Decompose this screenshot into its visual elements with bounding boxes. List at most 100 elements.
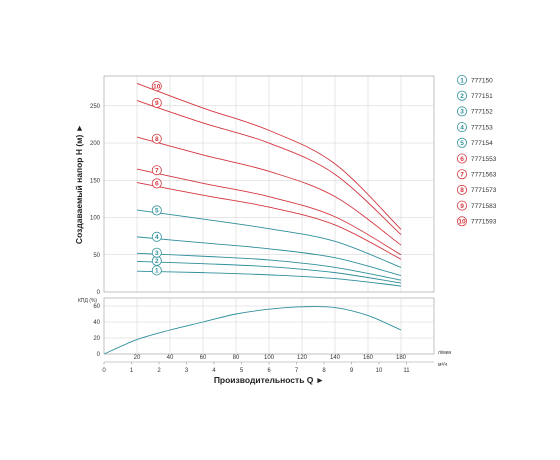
x-ticks-lmin: 20 40 60 80 100 120 140 160 180 <box>134 355 407 361</box>
curve-badge-5: 5 <box>151 205 162 216</box>
curve-badge-number: 8 <box>155 136 159 143</box>
curve-badge-circle <box>151 165 162 176</box>
head-y-ticks: 0 50 100 150 200 250 <box>90 104 101 296</box>
curve-badge-7: 7 <box>151 165 162 176</box>
legend-label: 7771573 <box>471 187 497 194</box>
legend-item-2: 2 777151 <box>456 90 493 101</box>
curve-badge-circle <box>151 178 162 189</box>
head-curve-7 <box>136 168 402 256</box>
head-curve-4 <box>136 236 402 277</box>
efficiency-curve <box>103 306 402 355</box>
head-curve-9 <box>136 100 402 235</box>
curve-badge-6: 6 <box>151 178 162 189</box>
efficiency-y-tick-label: 0 <box>97 352 101 358</box>
legend-label: 7771583 <box>471 203 497 210</box>
curve-badge-number: 9 <box>155 100 159 107</box>
curve-badge-3: 3 <box>151 247 162 258</box>
head-y-tick-label: 50 <box>93 253 100 259</box>
legend-item-9: 9 7771583 <box>456 200 497 211</box>
curve-badge-number: 1 <box>155 268 159 275</box>
curve-badge-9: 9 <box>151 97 162 108</box>
curve-badge-8: 8 <box>151 133 162 144</box>
legend-badge-number: 3 <box>460 109 464 116</box>
curve-badge-number: 3 <box>155 250 159 257</box>
legend-label: 7771563 <box>471 172 497 179</box>
legend: 1 777150 2 777151 3 777152 4 777153 5 777154 6 7771… <box>456 75 497 227</box>
legend-label: 777153 <box>471 124 493 131</box>
x-tick-lmin: 180 <box>396 355 407 361</box>
x-unit-m3h: м³/ч <box>438 362 447 368</box>
x-tick-m3h: 3 <box>185 368 189 374</box>
legend-badge-number: 6 <box>460 156 464 163</box>
legend-item-3: 3 777152 <box>456 106 493 117</box>
x-unit-lmin: л/мин <box>438 350 452 356</box>
x-axis-title: Производительность Q ► <box>214 375 324 385</box>
x-tick-lmin: 120 <box>297 355 308 361</box>
x-tick-lmin: 160 <box>363 355 374 361</box>
curve-badge-number: 5 <box>155 208 159 215</box>
legend-label: 777150 <box>471 77 493 84</box>
x-tick-lmin: 100 <box>264 355 275 361</box>
x-tick-lmin: 40 <box>167 355 174 361</box>
legend-badge-circle <box>456 137 467 148</box>
head-curve-2 <box>136 261 402 284</box>
curve-badge-circle <box>151 133 162 144</box>
legend-item-8: 8 7771573 <box>456 184 497 195</box>
head-y-tick-label: 250 <box>90 104 101 110</box>
curve-badge-circle <box>151 81 162 92</box>
x-tick-m3h: 7 <box>295 368 299 374</box>
legend-badge-circle <box>456 106 467 117</box>
legend-item-7: 7 7771563 <box>456 169 497 180</box>
legend-label: 777152 <box>471 109 493 116</box>
legend-label: 777154 <box>471 140 493 147</box>
head-curve-3 <box>136 252 402 281</box>
legend-item-5: 5 777154 <box>456 137 493 148</box>
head-y-tick-label: 150 <box>90 178 101 184</box>
efficiency-y-tick-label: 20 <box>93 336 100 342</box>
legend-badge-circle <box>456 90 467 101</box>
legend-badge-circle <box>456 75 467 86</box>
x-tick-m3h: 0 <box>102 368 106 374</box>
legend-badge-circle <box>456 200 467 211</box>
efficiency-y-tick-label: 60 <box>93 304 100 310</box>
head-curve-1 <box>136 270 402 287</box>
head-y-tick-label: 200 <box>90 141 101 147</box>
efficiency-y-ticks: 0 20 40 60 <box>93 304 100 358</box>
curve-badge-number: 7 <box>155 168 159 175</box>
head-curve-8 <box>136 136 402 246</box>
curve-badge-number: 10 <box>153 83 161 90</box>
x-tick-m3h: 11 <box>403 368 410 374</box>
legend-badge-circle <box>456 169 467 180</box>
legend-badge-number: 5 <box>460 140 464 147</box>
legend-item-10: 10 7771593 <box>456 216 497 227</box>
legend-badge-circle <box>456 122 467 133</box>
x-tick-m3h: 6 <box>267 368 271 374</box>
efficiency-y-axis-title: КПД (%) <box>78 298 97 304</box>
x-tick-m3h: 1 <box>130 368 134 374</box>
x-tick-lmin: 140 <box>330 355 341 361</box>
legend-badge-number: 10 <box>458 219 466 226</box>
legend-badge-number: 9 <box>460 203 464 210</box>
head-curves <box>136 83 402 287</box>
legend-badge-circle <box>456 216 467 227</box>
x-axis: 20 40 60 80 100 120 140 160 180 л/мин 0 1 2 3 4 5 6 7 8 9… <box>102 350 451 385</box>
curve-badge-number: 4 <box>155 234 159 241</box>
legend-badge-number: 4 <box>460 124 464 131</box>
head-curve-6 <box>136 182 402 260</box>
legend-badge-number: 7 <box>460 172 464 179</box>
x-tick-m3h: 8 <box>322 368 326 374</box>
x-tick-m3h: 10 <box>376 368 383 374</box>
x-tick-m3h: 2 <box>157 368 161 374</box>
efficiency-grid <box>104 298 434 354</box>
legend-label: 7771593 <box>471 219 497 226</box>
curve-badge-number: 2 <box>155 258 159 265</box>
legend-badge-circle <box>456 153 467 164</box>
efficiency-y-tick-label: 40 <box>93 320 100 326</box>
curve-badge-4: 4 <box>151 231 162 242</box>
legend-item-6: 6 7771553 <box>456 153 497 164</box>
head-curve-5 <box>136 209 402 268</box>
legend-badge-number: 1 <box>460 77 464 84</box>
legend-item-4: 4 777153 <box>456 122 493 133</box>
x-tick-m3h: 4 <box>212 368 216 374</box>
